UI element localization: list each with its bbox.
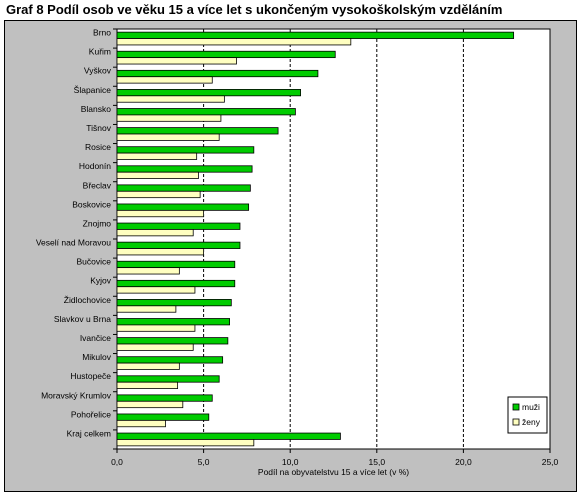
category-label: Břeclav [83, 180, 112, 190]
legend-swatch [512, 403, 520, 411]
bar-zeny [116, 343, 194, 351]
bar-zeny [116, 267, 180, 275]
category-label: Židlochovice [64, 295, 112, 305]
category-label: Rosice [85, 142, 111, 152]
bar-zeny [116, 76, 213, 84]
category-label: Boskovice [72, 199, 111, 209]
bar-zeny [116, 171, 199, 179]
bar-muzi [116, 260, 236, 269]
bar-zeny [116, 133, 220, 141]
category-label: Kuřim [89, 47, 111, 57]
bar-muzi [116, 108, 296, 116]
bar-muzi [116, 375, 220, 383]
x-tick-label: 10,0 [282, 457, 299, 467]
bar-zeny [116, 38, 352, 46]
category-label: Brno [93, 28, 111, 38]
bar-zeny [116, 362, 180, 370]
x-tick-label: 25,0 [542, 457, 559, 467]
bar-zeny [116, 209, 204, 218]
category-label: Moravský Krumlov [41, 390, 112, 400]
category-label: Blansko [81, 104, 112, 114]
category-label: Pohořelice [71, 409, 111, 419]
legend-label: ženy [522, 417, 541, 427]
category-label: Ivančice [80, 333, 111, 343]
bar-muzi [116, 31, 515, 39]
bar-muzi [116, 318, 230, 326]
category-label: Kyjov [90, 276, 112, 286]
bar-muzi [116, 413, 210, 421]
category-label: Kraj celkem [67, 428, 111, 438]
bar-muzi [116, 146, 255, 154]
category-label: Šlapanice [74, 85, 112, 95]
bar-muzi [116, 432, 341, 440]
legend-swatch [512, 418, 520, 426]
category-label: Mikulov [82, 352, 112, 362]
category-label: Znojmo [83, 218, 112, 228]
legend [507, 396, 548, 434]
bar-zeny [116, 114, 222, 122]
bar-zeny [116, 248, 204, 256]
bar-zeny [116, 190, 201, 199]
bar-zeny [116, 381, 179, 389]
bar-muzi [116, 184, 251, 192]
bar-zeny [116, 400, 184, 409]
bar-zeny [116, 229, 194, 237]
bar-muzi [116, 50, 336, 59]
bar-muzi [116, 241, 241, 249]
x-tick-label: 20,0 [455, 457, 472, 467]
bar-zeny [116, 419, 166, 428]
bar-muzi [116, 299, 232, 307]
x-axis-title: Podíl na obyvatelstvu 15 a více let (v %… [258, 467, 409, 477]
category-label: Veselí nad Moravou [36, 238, 111, 248]
category-label: Vyškov [84, 66, 112, 76]
bar-muzi [116, 337, 229, 345]
category-label: Tišnov [86, 123, 111, 133]
category-label: Bučovice [77, 257, 112, 267]
bar-muzi [116, 203, 250, 211]
category-label: Hodonín [79, 161, 111, 171]
bar-zeny [116, 57, 237, 65]
bar-muzi [116, 279, 236, 288]
bar-zeny [116, 439, 255, 447]
bar-muzi [116, 356, 224, 364]
bar-muzi [116, 69, 319, 78]
bar-zeny [116, 305, 177, 313]
bar-zeny [116, 152, 198, 160]
category-label: Hustopeče [70, 371, 111, 381]
bar-muzi [116, 222, 241, 230]
bar-zeny [116, 324, 196, 332]
x-tick-label: 0,0 [111, 457, 123, 467]
bar-muzi [116, 394, 213, 402]
bar-muzi [116, 89, 301, 97]
x-tick-label: 15,0 [369, 457, 386, 467]
bar-chart: Brno Kuřim Vyškov Šlapanice Blansko Tišnov Ros… [36, 28, 559, 477]
bar-zeny [116, 286, 196, 294]
x-tick-label: 5,0 [198, 457, 210, 467]
bar-muzi [116, 127, 279, 135]
chart-title: Graf 8 Podíl osob ve věku 15 a více let … [6, 2, 503, 17]
bar-zeny [116, 95, 225, 103]
chart-frame: Brno Kuřim Vyškov Šlapanice Blansko Tišnov Ros… [4, 20, 577, 492]
legend-label: muži [522, 402, 540, 412]
bar-muzi [116, 165, 253, 173]
category-label: Slavkov u Brna [54, 314, 111, 324]
